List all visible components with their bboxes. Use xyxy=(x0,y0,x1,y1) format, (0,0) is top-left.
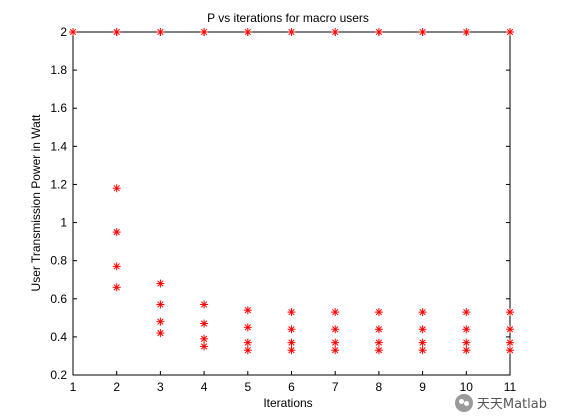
data-point xyxy=(243,28,252,36)
data-point xyxy=(243,346,252,355)
y-tick-label: 1.8 xyxy=(50,63,67,77)
data-point xyxy=(112,262,121,271)
data-point xyxy=(506,346,514,355)
data-point xyxy=(287,308,296,317)
data-point xyxy=(112,283,121,292)
y-tick-label: 2 xyxy=(60,25,67,39)
data-point xyxy=(200,28,209,36)
data-point xyxy=(374,346,383,355)
y-axis: 0.2 0.4 0.6 0.8 1 1.2 1.4 1.6 1.8 2 xyxy=(50,25,510,382)
data-point xyxy=(506,338,514,347)
data-point xyxy=(112,184,121,193)
x-tick-label: 5 xyxy=(244,380,251,394)
data-point xyxy=(243,323,252,332)
data-point xyxy=(243,338,252,347)
data-point xyxy=(462,346,471,355)
data-point xyxy=(112,28,121,36)
data-point xyxy=(200,334,209,343)
x-tick-label: 1 xyxy=(70,380,77,394)
data-point xyxy=(156,28,165,36)
data-point xyxy=(287,346,296,355)
watermark-text: 天天Matlab xyxy=(476,397,547,412)
data-point xyxy=(331,325,340,334)
x-axis-label: Iterations xyxy=(263,396,312,410)
x-tick-label: 11 xyxy=(504,380,517,394)
data-point xyxy=(418,325,427,334)
data-point xyxy=(287,338,296,347)
data-point xyxy=(462,325,471,334)
data-point xyxy=(200,300,209,309)
data-point xyxy=(418,308,427,317)
data-point xyxy=(69,28,77,36)
watermark: 天天Matlab xyxy=(454,393,547,412)
x-tick-label: 9 xyxy=(419,380,426,394)
data-point xyxy=(287,325,296,334)
y-tick-label: 0.8 xyxy=(50,254,67,268)
data-point xyxy=(462,28,471,36)
data-point xyxy=(156,279,165,288)
wechat-icon xyxy=(454,393,473,412)
data-point xyxy=(331,308,340,317)
data-point xyxy=(506,28,514,36)
chart-title: P vs iterations for macro users xyxy=(207,11,369,25)
y-tick-label: 0.6 xyxy=(50,292,67,306)
data-point xyxy=(418,338,427,347)
x-tick-label: 7 xyxy=(332,380,339,394)
data-point xyxy=(506,325,514,334)
data-point xyxy=(418,346,427,355)
data-point xyxy=(418,28,427,36)
data-point xyxy=(462,308,471,317)
data-point xyxy=(331,28,340,36)
data-point xyxy=(331,346,340,355)
data-point xyxy=(374,338,383,347)
data-point xyxy=(462,338,471,347)
data-point xyxy=(331,338,340,347)
y-tick-label: 0.4 xyxy=(50,330,67,344)
data-point xyxy=(243,306,252,315)
plot-area xyxy=(72,31,511,376)
data-point xyxy=(287,28,296,36)
y-tick-label: 1 xyxy=(60,216,67,230)
data-point xyxy=(200,319,209,328)
data-point xyxy=(506,308,514,317)
x-tick-label: 4 xyxy=(201,380,208,394)
data-point xyxy=(374,325,383,334)
data-point xyxy=(200,342,209,351)
x-tick-label: 10 xyxy=(460,380,474,394)
data-point xyxy=(156,317,165,326)
y-axis-label: User Transmission Power in Watt xyxy=(29,114,43,292)
x-tick-label: 3 xyxy=(157,380,164,394)
data-point xyxy=(374,308,383,317)
x-tick-label: 6 xyxy=(288,380,295,394)
x-tick-label: 8 xyxy=(376,380,383,394)
y-tick-label: 1.6 xyxy=(50,101,67,115)
y-tick-label: 0.2 xyxy=(50,368,67,382)
x-tick-label: 2 xyxy=(113,380,120,394)
data-point xyxy=(156,329,165,338)
data-point xyxy=(156,300,165,309)
data-point xyxy=(374,28,383,36)
data-point xyxy=(112,228,121,237)
y-tick-label: 1.2 xyxy=(50,177,67,191)
data-points xyxy=(69,28,514,355)
y-tick-label: 1.4 xyxy=(50,139,67,153)
